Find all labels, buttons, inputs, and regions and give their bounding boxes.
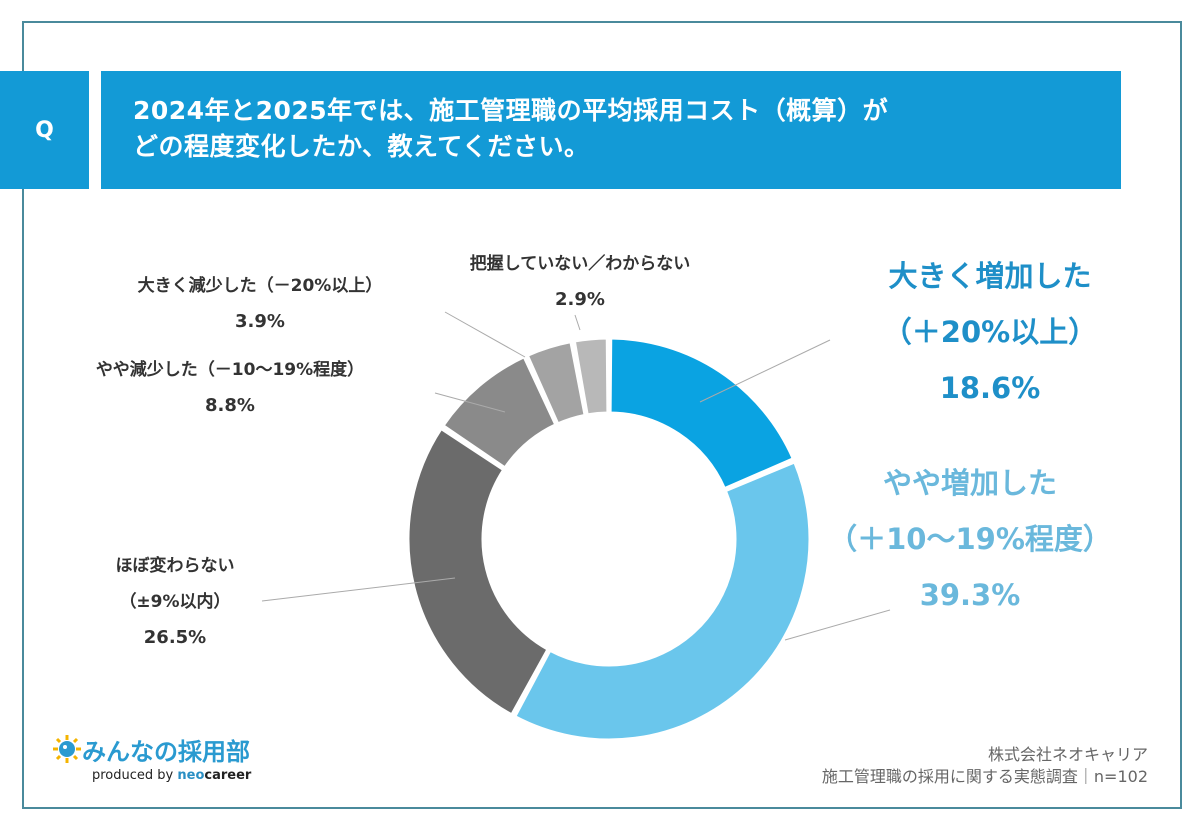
slice-label-text: やや増加した [882, 466, 1057, 500]
slice-label-text: やや減少した（－10〜19%程度） [95, 360, 365, 380]
donut-slice-large-increase [608, 336, 796, 491]
leader-line-large-increase [699, 339, 831, 403]
slice-value-label: 3.9% [235, 311, 285, 332]
slice-label-text: （±9%以内） [119, 592, 231, 612]
donut-slice-no-change [406, 426, 551, 717]
slice-value-label: 2.9% [555, 289, 605, 310]
donut-slice-slight-increase [512, 459, 812, 742]
slice-label-text: 大きく増加した [888, 259, 1092, 293]
leader-line-no-change [261, 577, 456, 602]
slice-label-large-decrease: 大きく減少した（－20%以上） 3.9% [105, 268, 415, 340]
company-name: 株式会社ネオキャリア [987, 745, 1148, 764]
produced-by-text: produced by [92, 768, 178, 783]
leader-line-slight-increase [784, 609, 891, 641]
slice-value-label: 18.6% [939, 371, 1041, 405]
slice-label-slight-decrease: やや減少した（－10〜19%程度） 8.8% [60, 352, 400, 424]
leader-line-unknown [574, 314, 581, 331]
slice-value-label: 39.3% [919, 578, 1021, 612]
brand-name: みんなの採用部 [82, 738, 250, 766]
question-badge-label: Q [35, 117, 54, 143]
source-credits: 株式会社ネオキャリア 施工管理職の採用に関する実態調査｜n=102 [822, 744, 1148, 788]
slice-label-no-change: ほぼ変わらない （±9%以内） 26.5% [90, 548, 260, 656]
brand-produced-by: produced by neocareer [92, 768, 251, 783]
question-title-box: 2024年と2025年では、施工管理職の平均採用コスト（概算）が どの程度変化し… [101, 71, 1121, 189]
leader-line-large-decrease [444, 311, 526, 358]
question-badge: Q [0, 71, 89, 189]
slice-label-text: 把握していない／わからない [469, 254, 691, 274]
slice-label-text: （＋20%以上） [882, 315, 1098, 349]
brand-neo: neo [177, 768, 205, 783]
donut-slice-unknown [572, 336, 610, 417]
slice-label-text: ほぼ変わらない [115, 556, 235, 576]
question-title-line-1: 2024年と2025年では、施工管理職の平均採用コスト（概算）が [133, 96, 889, 125]
slice-label-text: 大きく減少した（－20%以上） [137, 276, 383, 296]
slice-value-label: 8.8% [205, 395, 255, 416]
brand-career: career [204, 768, 252, 783]
donut-slice-large-decrease [525, 339, 587, 426]
slice-label-large-increase: 大きく増加した （＋20%以上） 18.6% [850, 248, 1130, 416]
slice-label-slight-increase: やや増加した （＋10〜19%程度） 39.3% [810, 455, 1130, 623]
survey-info: 施工管理職の採用に関する実態調査｜n=102 [821, 767, 1148, 786]
leader-line-slight-decrease [434, 392, 506, 413]
question-title-line-2: どの程度変化したか、教えてください。 [133, 132, 590, 161]
slice-label-unknown: 把握していない／わからない 2.9% [430, 246, 730, 318]
sun-icon [53, 735, 81, 763]
slice-value-label: 26.5% [143, 627, 207, 648]
slice-label-text: （＋10〜19%程度） [828, 522, 1112, 556]
